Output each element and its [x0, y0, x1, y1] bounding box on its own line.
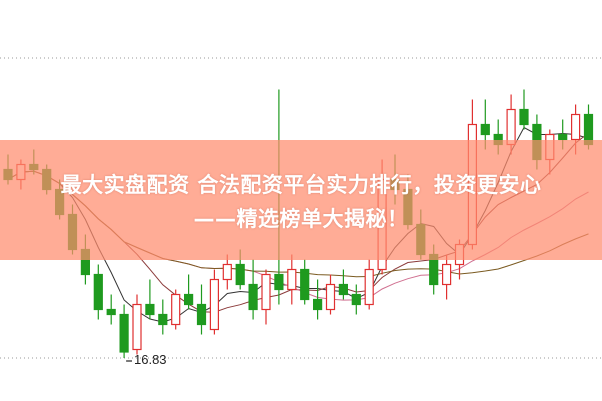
candle [313, 279, 323, 320]
candle-body [196, 303, 207, 326]
candle [364, 259, 374, 310]
candle [248, 259, 258, 320]
candle-body [480, 123, 490, 136]
candle-body [93, 273, 103, 311]
candle [261, 269, 271, 325]
candle-body [300, 268, 310, 301]
candle-body [132, 303, 142, 351]
candle-body [351, 293, 361, 306]
candle-body [106, 308, 116, 316]
candle-body [338, 283, 348, 296]
candle [325, 274, 336, 315]
candle-body [313, 298, 323, 311]
headline-banner [0, 140, 602, 260]
candle-body [442, 263, 452, 286]
candle [145, 279, 155, 320]
candle-body [248, 283, 258, 311]
candle [209, 269, 219, 335]
candle-body [145, 303, 155, 316]
candle [300, 259, 310, 305]
candle-body [364, 268, 374, 306]
candle-body [184, 293, 194, 306]
candle-body [209, 278, 219, 331]
candle-body [558, 133, 568, 141]
candle [132, 294, 142, 355]
headline-line-2: ——精选榜单大揭秘！ [193, 207, 409, 231]
candle-body [570, 113, 581, 141]
candle-body [261, 273, 271, 311]
candle [338, 269, 348, 300]
candle [184, 274, 194, 310]
candle [158, 299, 168, 335]
candle-body [287, 268, 297, 291]
low-price-label: 16.83 [134, 352, 167, 367]
candle [93, 264, 103, 320]
candle [222, 254, 232, 290]
candle [171, 289, 181, 330]
candle [351, 284, 361, 315]
candle-body [119, 313, 129, 353]
candle-body [274, 273, 284, 291]
candle [287, 254, 297, 305]
candle [106, 294, 116, 325]
candle-body [519, 108, 529, 126]
candle-body [171, 293, 181, 326]
candle [519, 89, 529, 130]
headline-line-1: 最大实盘配资 合法配资平台实力排行，投资更安心 [60, 173, 542, 197]
candle-body [235, 263, 245, 286]
candle-body [325, 283, 336, 311]
candle [442, 254, 452, 300]
candle-body [158, 313, 168, 326]
candle [196, 284, 207, 335]
candle-body [222, 263, 232, 281]
candle [119, 304, 129, 358]
